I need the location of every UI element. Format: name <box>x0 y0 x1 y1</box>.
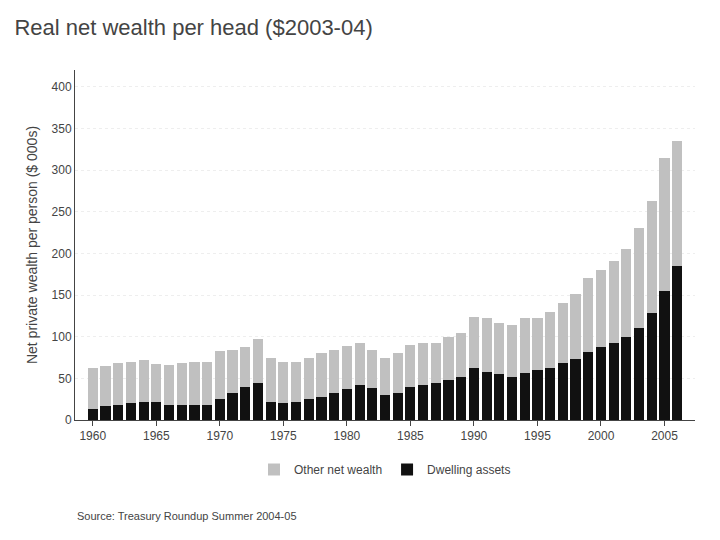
svg-text:1975: 1975 <box>270 429 297 443</box>
svg-text:1985: 1985 <box>397 429 424 443</box>
svg-text:1965: 1965 <box>143 429 170 443</box>
svg-text:Source: Treasury Roundup Summe: Source: Treasury Roundup Summer 2004-05 <box>77 510 297 522</box>
svg-text:Real net wealth per head ($200: Real net wealth per head ($2003-04) <box>14 15 372 40</box>
svg-text:100: 100 <box>52 330 72 344</box>
svg-text:Net private wealth per person: Net private wealth per person ($ 000s) <box>24 126 40 364</box>
svg-text:150: 150 <box>52 288 72 302</box>
svg-text:1995: 1995 <box>524 429 551 443</box>
svg-text:1980: 1980 <box>334 429 361 443</box>
svg-text:300: 300 <box>52 163 72 177</box>
svg-text:350: 350 <box>52 122 72 136</box>
svg-text:1990: 1990 <box>461 429 488 443</box>
svg-text:2000: 2000 <box>588 429 615 443</box>
svg-text:250: 250 <box>52 205 72 219</box>
svg-text:1960: 1960 <box>79 429 106 443</box>
svg-text:400: 400 <box>52 80 72 94</box>
svg-text:2005: 2005 <box>651 429 678 443</box>
svg-text:50: 50 <box>58 372 72 386</box>
svg-text:0: 0 <box>65 413 72 427</box>
svg-text:200: 200 <box>52 247 72 261</box>
svg-text:Other net wealth: Other net wealth <box>294 463 382 477</box>
svg-text:1970: 1970 <box>206 429 233 443</box>
svg-text:Dwelling assets: Dwelling assets <box>427 463 510 477</box>
